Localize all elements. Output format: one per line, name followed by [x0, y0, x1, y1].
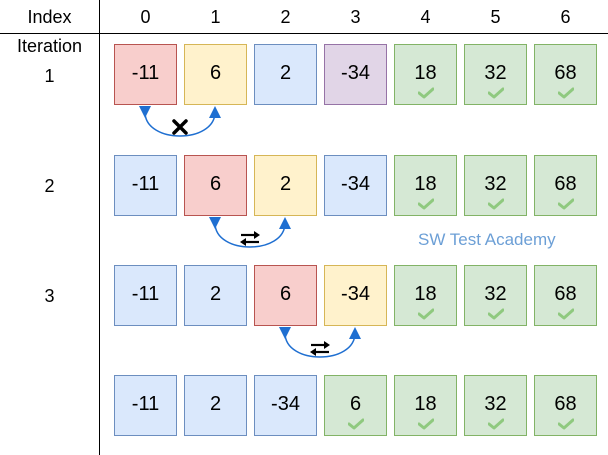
- check-icon: [558, 418, 574, 430]
- check-icon: [558, 87, 574, 99]
- cell-value: 68: [554, 283, 577, 305]
- array-cell: 18: [394, 155, 457, 216]
- array-cell: 2: [254, 155, 317, 216]
- cell-value: -11: [131, 62, 160, 84]
- array-cell: 18: [394, 265, 457, 326]
- array-cell: 18: [394, 44, 457, 105]
- array-cell: 32: [464, 44, 527, 105]
- compare-arrow: [278, 326, 361, 358]
- iteration-label-2: 2: [44, 176, 55, 196]
- cell-value: 2: [279, 62, 292, 84]
- array-cell: 68: [534, 265, 597, 326]
- cell-value: 32: [484, 173, 507, 195]
- no-swap-icon: [172, 119, 188, 135]
- swap-icon: [310, 341, 330, 356]
- check-icon: [558, 308, 574, 320]
- array-cell: 6: [184, 44, 247, 105]
- cell-value: 6: [279, 283, 292, 305]
- iteration-label-1: 1: [44, 66, 55, 86]
- array-cell: -34: [324, 265, 387, 326]
- array-cell: -34: [324, 155, 387, 216]
- cell-value: 68: [554, 62, 577, 84]
- cell-value: 6: [209, 62, 222, 84]
- column-index-1: 1: [210, 7, 221, 27]
- cell-value: 18: [414, 283, 437, 305]
- array-cell: 32: [464, 155, 527, 216]
- array-cell: 2: [184, 265, 247, 326]
- cell-value: 6: [209, 173, 222, 195]
- cell-value: -11: [131, 393, 160, 415]
- check-icon: [488, 418, 504, 430]
- column-index-0: 0: [140, 7, 151, 27]
- array-cell: 68: [534, 44, 597, 105]
- check-icon: [488, 198, 504, 210]
- array-cell: 32: [464, 265, 527, 326]
- array-cell: -11: [114, 375, 177, 436]
- compare-arrow: [138, 105, 221, 137]
- cell-value: 2: [209, 283, 222, 305]
- cell-value: -34: [341, 62, 370, 84]
- iteration-label-3: 3: [44, 286, 55, 306]
- array-cell: -34: [324, 44, 387, 105]
- cell-value: 32: [484, 393, 507, 415]
- cell-value: -34: [271, 393, 300, 415]
- check-icon: [488, 308, 504, 320]
- cell-value: 2: [209, 393, 222, 415]
- array-cell: 6: [254, 265, 317, 326]
- cell-value: 32: [484, 62, 507, 84]
- swap-icon: [240, 231, 260, 246]
- label-column-divider: [99, 0, 100, 455]
- check-icon: [488, 87, 504, 99]
- array-cell: -11: [114, 265, 177, 326]
- cell-value: 2: [279, 173, 292, 195]
- array-cell: -11: [114, 44, 177, 105]
- cell-value: -34: [341, 283, 370, 305]
- array-cell: 18: [394, 375, 457, 436]
- iteration-header: Iteration: [16, 36, 83, 56]
- column-index-2: 2: [280, 7, 291, 27]
- check-icon: [558, 198, 574, 210]
- array-cell: -11: [114, 155, 177, 216]
- watermark: SW Test Academy: [418, 230, 556, 249]
- cell-value: -11: [131, 173, 160, 195]
- cell-value: -11: [131, 283, 160, 305]
- cell-value: 6: [349, 393, 362, 415]
- column-index-6: 6: [560, 7, 571, 27]
- array-cell: 2: [184, 375, 247, 436]
- array-cell: 2: [254, 44, 317, 105]
- column-index-5: 5: [490, 7, 501, 27]
- index-header: Index: [27, 7, 72, 27]
- header-divider: [0, 33, 608, 34]
- column-index-4: 4: [420, 7, 431, 27]
- check-icon: [418, 418, 434, 430]
- array-cell: 6: [184, 155, 247, 216]
- check-icon: [418, 308, 434, 320]
- array-cell: 68: [534, 375, 597, 436]
- cell-value: 68: [554, 173, 577, 195]
- column-index-3: 3: [350, 7, 361, 27]
- check-icon: [348, 418, 364, 430]
- array-cell: 6: [324, 375, 387, 436]
- cell-value: 18: [414, 62, 437, 84]
- compare-arrow: [208, 216, 291, 248]
- array-cell: 68: [534, 155, 597, 216]
- array-cell: 32: [464, 375, 527, 436]
- cell-value: -34: [341, 173, 370, 195]
- cell-value: 18: [414, 393, 437, 415]
- cell-value: 18: [414, 173, 437, 195]
- check-icon: [418, 198, 434, 210]
- array-cell: -34: [254, 375, 317, 436]
- check-icon: [418, 87, 434, 99]
- cell-value: 68: [554, 393, 577, 415]
- cell-value: 32: [484, 283, 507, 305]
